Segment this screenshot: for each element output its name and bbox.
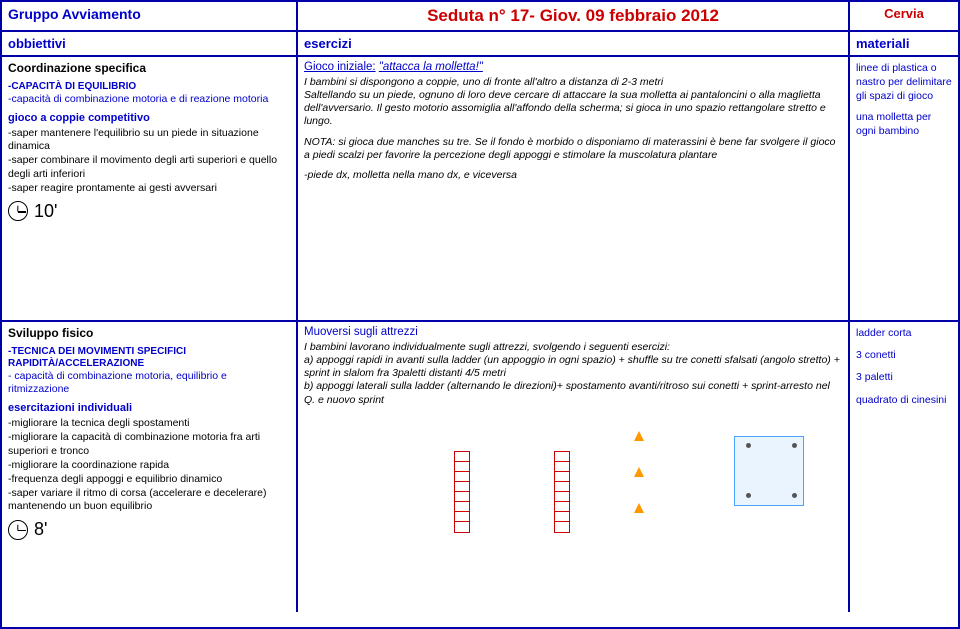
exercise-title: Gioco iniziale: "attacca la molletta!" <box>304 61 842 73</box>
obj-line: -frequenza degli appoggi e equilibrio di… <box>8 473 290 486</box>
exercise-title: Muoversi sugli attrezzi <box>304 326 842 338</box>
ladder-icon <box>554 451 570 533</box>
exercise-diagram <box>304 411 844 541</box>
obj-capacity: RAPIDITÀ/ACCELERAZIONE <box>8 358 290 369</box>
duration-row: 10' <box>8 201 290 222</box>
section-1-objectives: Coordinazione specifica -CAPACITÀ DI EQU… <box>2 57 298 320</box>
obj-capacity-sub: -capacità di combinazione motoria e di r… <box>8 93 290 106</box>
col-materials: materiali <box>850 32 958 55</box>
section-2-exercises: Muoversi sugli attrezzi I bambini lavora… <box>298 322 850 612</box>
obj-capacity: -CAPACITÀ DI EQUILIBRIO <box>8 81 290 92</box>
group-name: Gruppo Avviamento <box>2 2 298 30</box>
section-1: Coordinazione specifica -CAPACITÀ DI EQU… <box>2 57 958 322</box>
ladder-icon <box>454 451 470 533</box>
exercise-text: I bambini si dispongono a coppie, uno di… <box>304 76 842 89</box>
obj-line: -saper combinare il movimento degli arti… <box>8 154 290 180</box>
section-1-exercises: Gioco iniziale: "attacca la molletta!" I… <box>298 57 850 320</box>
material-item: 3 conetti <box>856 348 952 362</box>
header-row: Gruppo Avviamento Seduta n° 17- Giov. 09… <box>2 2 958 32</box>
obj-title: Coordinazione specifica <box>8 61 290 75</box>
obj-mode: esercitazioni individuali <box>8 402 290 414</box>
duration-value: 8' <box>34 519 47 540</box>
marker-dot-icon <box>746 443 751 448</box>
exercise-text: I bambini lavorano individualmente sugli… <box>304 341 842 354</box>
material-item: quadrato di cinesini <box>856 393 952 407</box>
obj-title: Sviluppo fisico <box>8 326 290 340</box>
marker-dot-icon <box>792 493 797 498</box>
obj-line: -migliorare la tecnica degli spostamenti <box>8 417 290 430</box>
cones-icon <box>634 431 644 513</box>
obj-line: -saper reagire prontamente ai gesti avve… <box>8 182 290 195</box>
duration-row: 8' <box>8 519 290 540</box>
obj-capacity: -TECNICA DEI MOVIMENTI SPECIFICI <box>8 346 290 357</box>
exercise-variant: -piede dx, molletta nella mano dx, e vic… <box>304 169 842 182</box>
obj-line: -saper variare il ritmo di corsa (accele… <box>8 487 290 513</box>
exercise-note: NOTA: si gioca due manches su tre. Se il… <box>304 136 842 162</box>
training-sheet: Gruppo Avviamento Seduta n° 17- Giov. 09… <box>0 0 960 629</box>
obj-game-type: gioco a coppie competitivo <box>8 112 290 124</box>
session-title: Seduta n° 17- Giov. 09 febbraio 2012 <box>298 2 850 30</box>
marker-dot-icon <box>746 493 751 498</box>
section-2-objectives: Sviluppo fisico -TECNICA DEI MOVIMENTI S… <box>2 322 298 612</box>
material-item: 3 paletti <box>856 370 952 384</box>
subheader-row: obbiettivi esercizi materiali <box>2 32 958 57</box>
obj-capacity-sub: - capacità di combinazione motoria, equi… <box>8 370 290 396</box>
obj-line: -saper mantenere l'equilibrio su un pied… <box>8 127 290 153</box>
clock-icon <box>8 201 28 221</box>
obj-line: -migliorare la capacità di combinazione … <box>8 431 290 457</box>
section-2-materials: ladder corta 3 conetti 3 paletti quadrat… <box>850 322 958 612</box>
marker-dot-icon <box>792 443 797 448</box>
exercise-title-prefix: Gioco iniziale: <box>304 61 376 73</box>
exercise-text: a) appoggi rapidi in avanti sulla ladder… <box>304 354 842 380</box>
material-item: una molletta per ogni bambino <box>856 110 952 138</box>
col-objectives: obbiettivi <box>2 32 298 55</box>
location: Cervia <box>850 2 958 30</box>
clock-icon <box>8 520 28 540</box>
duration-value: 10' <box>34 201 57 222</box>
exercise-title-name: "attacca la molletta!" <box>379 61 483 73</box>
obj-line: -migliorare la coordinazione rapida <box>8 459 290 472</box>
material-item: linee di plastica o nastro per delimitar… <box>856 61 952 104</box>
exercise-text: Saltellando su un piede, ognuno di loro … <box>304 89 842 128</box>
material-item: ladder corta <box>856 326 952 340</box>
section-2: Sviluppo fisico -TECNICA DEI MOVIMENTI S… <box>2 322 958 612</box>
exercise-text: b) appoggi laterali sulla ladder (altern… <box>304 380 842 406</box>
col-exercises: esercizi <box>298 32 850 55</box>
section-1-materials: linee di plastica o nastro per delimitar… <box>850 57 958 320</box>
